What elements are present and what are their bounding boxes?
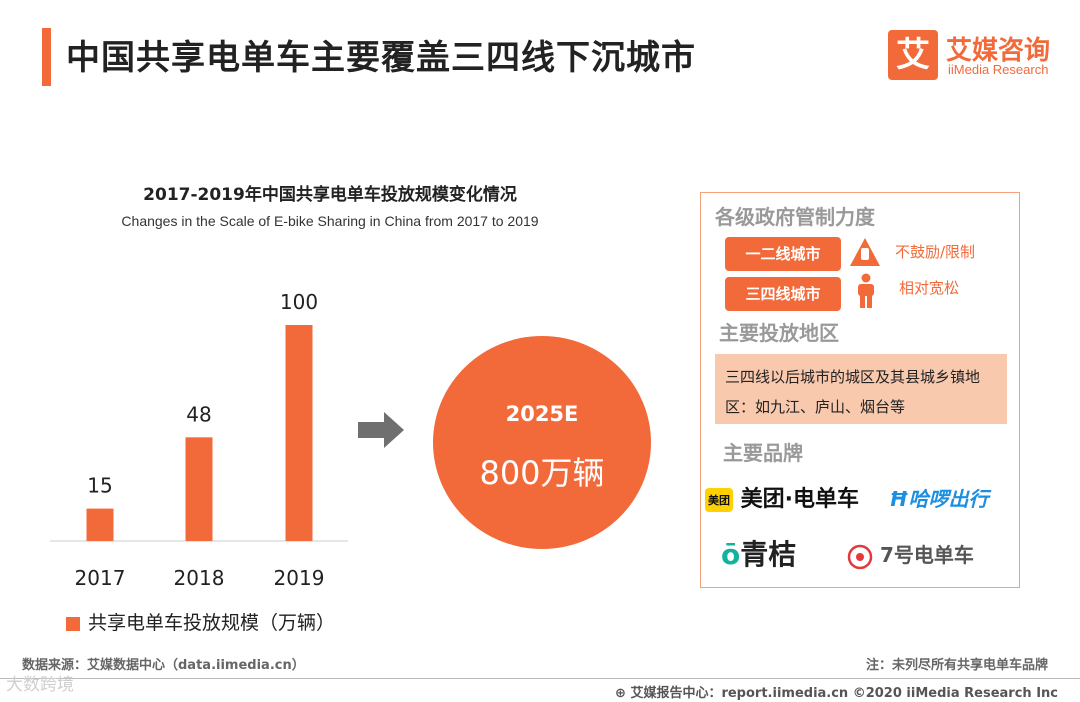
page-title: 中国共享电单车主要覆盖三四线下沉城市	[66, 38, 696, 78]
forecast-year: 2025E	[505, 402, 579, 426]
logo-mark: 艾	[888, 30, 938, 80]
brand-hellobike: Ħ哈啰出行	[889, 483, 988, 512]
x-tick-2018: 2018	[174, 566, 225, 590]
title-accent-bar	[42, 28, 51, 86]
brand-qingju-label: 青桔	[740, 538, 797, 571]
tier34-note: 相对宽松	[899, 279, 960, 297]
footer-divider	[0, 678, 1080, 679]
chart-subtitle: Changes in the Scale of E-bike Sharing i…	[121, 213, 539, 229]
info-panel: 各级政府管制力度 一二线城市 不鼓励/限制 三四线城市 相对宽松 主要投放地区 …	[700, 192, 1020, 588]
person-icon	[858, 273, 874, 308]
data-label-2018: 48	[186, 402, 211, 426]
data-source: 数据来源：艾媒数据中心（data.iimedia.cn）	[22, 658, 305, 673]
seven-logo-icon	[847, 544, 873, 569]
logo-en-text: iiMedia Research	[948, 62, 1049, 77]
gov-regulation-heading: 各级政府管制力度	[715, 205, 875, 229]
hellobike-logo-icon: Ħ	[889, 487, 909, 511]
brand-hellobike-label: 哈啰出行	[908, 487, 989, 511]
brand-heading: 主要品牌	[723, 441, 803, 465]
bar-2019	[285, 325, 313, 541]
report-center-text: 艾媒报告中心：report.iimedia.cn ©2020 iiMedia R…	[630, 686, 1058, 701]
report-center: ⊕ 艾媒报告中心：report.iimedia.cn ©2020 iiMedia…	[615, 682, 1058, 701]
logo-cn-text: 艾媒咨询	[946, 36, 1051, 66]
brand-meituan: 美团 美团·电单车	[705, 481, 859, 513]
chart-title: 2017-2019年中国共享电单车投放规模变化情况	[143, 185, 517, 205]
globe-icon: ⊕	[615, 686, 626, 701]
brand-seven: 7号电单车	[847, 539, 974, 570]
watermark: 大数跨境	[6, 675, 74, 695]
right-arrow-icon	[358, 412, 404, 448]
tier1-note: 不鼓励/限制	[895, 243, 976, 261]
brand-qingju: ō青桔	[721, 533, 796, 573]
bar-2018	[185, 437, 213, 541]
forecast-value: 800万辆	[479, 454, 605, 492]
data-label-2019: 100	[280, 290, 318, 314]
footnote: 注：未列尽所有共享电单车品牌	[865, 658, 1048, 673]
chart-legend: 共享电单车投放规模（万辆）	[66, 608, 335, 635]
bar-2017	[86, 508, 114, 541]
x-tick-2017: 2017	[75, 566, 126, 590]
tier1-city-pill: 一二线城市	[725, 237, 841, 271]
region-heading: 主要投放地区	[719, 321, 839, 345]
brand-meituan-label: 美团·电单车	[740, 487, 860, 512]
legend-swatch	[66, 616, 80, 631]
forecast-circle: 2025E 800万辆	[433, 336, 651, 549]
bar-chart: 15 2017 48 2018 100 2019	[50, 290, 348, 590]
warning-hand-icon	[850, 238, 880, 266]
region-text: 三四线以后城市的城区及其县城乡镇地区：如九江、庐山、烟台等	[715, 354, 1007, 424]
legend-label: 共享电单车投放规模（万辆）	[88, 612, 336, 634]
iimedia-logo: 艾 艾媒咨询 iiMedia Research	[888, 30, 1058, 82]
x-tick-2019: 2019	[274, 566, 325, 590]
data-label-2017: 15	[87, 474, 112, 498]
tier34-city-pill: 三四线城市	[725, 277, 841, 311]
brand-seven-label: 7号电单车	[879, 543, 974, 567]
meituan-logo-icon: 美团	[705, 488, 733, 512]
qingju-logo-icon: ō	[721, 538, 741, 571]
